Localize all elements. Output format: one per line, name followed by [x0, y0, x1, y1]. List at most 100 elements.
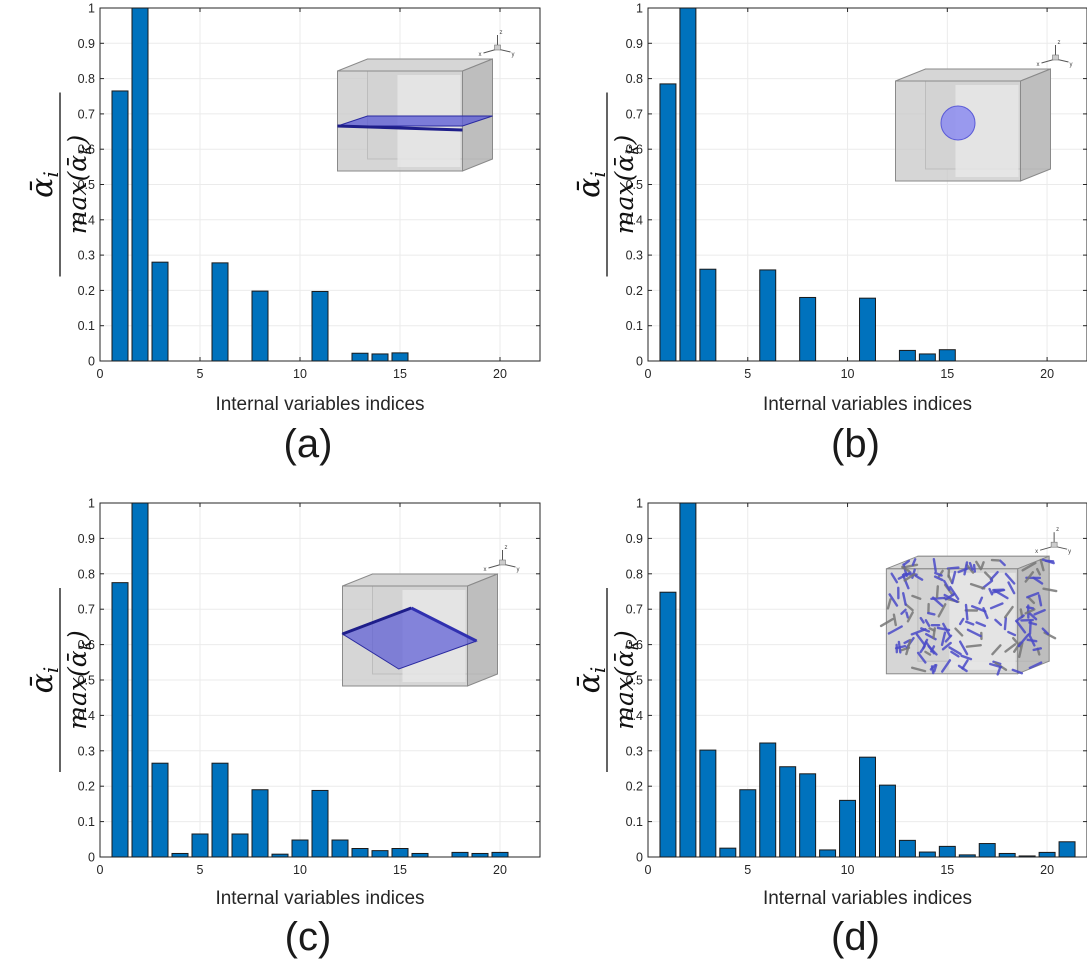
- x-tick-label: 10: [293, 863, 307, 877]
- y-tick-label: 0.2: [626, 284, 643, 298]
- panel-label: (c): [285, 915, 332, 959]
- bar: [351, 848, 369, 858]
- bar: [391, 352, 409, 362]
- y-tick-label: 0.8: [78, 72, 95, 86]
- bar: [371, 353, 389, 362]
- y-tick-label: 0.8: [78, 567, 95, 581]
- panel-label: (d): [831, 915, 880, 959]
- bar: [331, 839, 349, 858]
- y-tick-label: 0.1: [78, 815, 95, 829]
- x-tick-label: 15: [940, 863, 954, 877]
- x-axis-label: Internal variables indices: [763, 888, 972, 909]
- bar: [739, 789, 757, 858]
- y-tick-label: 0.9: [78, 37, 95, 51]
- x-tick-label: 15: [940, 367, 954, 381]
- bar: [471, 852, 489, 858]
- bar: [799, 296, 817, 362]
- y-label-numerator: ᾱi: [25, 667, 63, 694]
- bar: [699, 268, 717, 362]
- bar: [111, 90, 129, 362]
- y-tick-label: 0.6: [626, 638, 643, 652]
- y-tick-label: 0.4: [78, 213, 95, 227]
- bar: [938, 845, 956, 858]
- y-label-numerator: ᾱi: [25, 171, 63, 198]
- inset-cube-illustration: [337, 58, 493, 172]
- y-label-numerator: ᾱi: [572, 171, 610, 198]
- bar: [231, 833, 249, 858]
- bar: [679, 502, 697, 858]
- y-tick-label: 1: [88, 497, 95, 511]
- inset-cube-illustration: [341, 573, 498, 687]
- y-tick-label: 0.9: [626, 532, 643, 546]
- x-tick-label: 5: [744, 863, 751, 877]
- bar: [211, 762, 229, 858]
- bar: [719, 847, 737, 858]
- bar: [938, 349, 956, 362]
- inset-cube-illustration: [895, 68, 1051, 182]
- x-tick-label: 0: [97, 863, 104, 877]
- x-tick-label: 10: [841, 863, 855, 877]
- inset-axis-label: y: [1068, 549, 1071, 555]
- y-tick-label: 0.7: [78, 107, 95, 121]
- bar: [191, 833, 209, 858]
- y-tick-label: 0.4: [78, 709, 95, 723]
- y-axis-label: ᾱi max(ᾱk): [25, 588, 96, 772]
- y-tick-label: 0.8: [626, 567, 643, 581]
- bar: [659, 591, 677, 858]
- bar: [151, 261, 169, 362]
- bar: [131, 502, 149, 858]
- bar: [898, 349, 916, 362]
- inset-axes-triad-icon: z x y: [1035, 527, 1071, 555]
- x-tick-label: 15: [393, 863, 407, 877]
- y-tick-label: 0.1: [78, 319, 95, 333]
- y-tick-label: 0.5: [78, 178, 95, 192]
- y-tick-label: 0.5: [78, 674, 95, 688]
- x-axis-label: Internal variables indices: [215, 394, 424, 415]
- inset-axes-triad-icon: z x y: [484, 545, 520, 573]
- y-tick-label: 0.7: [626, 107, 643, 121]
- x-axis-label: Internal variables indices: [215, 888, 424, 909]
- bar: [878, 784, 896, 858]
- y-tick-label: 0.9: [626, 37, 643, 51]
- bar: [918, 851, 936, 858]
- inset-cube-illustration: [879, 555, 1058, 676]
- bar: [411, 852, 429, 858]
- y-axis-label: ᾱi max(ᾱk): [25, 92, 96, 277]
- y-tick-label: 0.6: [78, 143, 95, 157]
- inset-axes-triad-icon: z x y: [1037, 40, 1073, 68]
- y-tick-label: 0.1: [626, 319, 643, 333]
- bar: [998, 852, 1016, 858]
- y-tick-label: 0.7: [626, 603, 643, 617]
- bar: [151, 762, 169, 858]
- bar: [759, 269, 777, 362]
- inset-axis-label: x: [479, 52, 482, 58]
- bar: [371, 850, 389, 858]
- y-tick-label: 0.3: [626, 744, 643, 758]
- x-tick-label: 5: [197, 367, 204, 381]
- y-tick-label: 0.3: [78, 249, 95, 263]
- inset-axis-label: z: [1058, 40, 1061, 46]
- inset-axis-label: z: [1056, 527, 1059, 533]
- bar: [699, 749, 717, 858]
- y-tick-label: 0.7: [78, 603, 95, 617]
- bar: [779, 766, 797, 858]
- panel-label: (a): [284, 422, 333, 466]
- y-tick-label: 0.2: [78, 780, 95, 794]
- y-tick-label: 0.1: [626, 815, 643, 829]
- inset-axis-label: y: [1070, 62, 1073, 68]
- bar: [978, 843, 996, 858]
- bar: [958, 854, 976, 858]
- bar: [211, 262, 229, 362]
- y-label-numerator: ᾱi: [572, 667, 610, 694]
- x-tick-label: 15: [393, 367, 407, 381]
- x-tick-label: 0: [645, 367, 652, 381]
- inset-axes-triad-icon: z x y: [479, 30, 515, 58]
- y-label-denominator: max(ᾱk): [63, 630, 96, 729]
- y-tick-label: 0: [636, 851, 643, 865]
- bar: [111, 582, 129, 858]
- bar: [351, 352, 369, 362]
- bar: [311, 290, 329, 362]
- bar: [131, 7, 149, 362]
